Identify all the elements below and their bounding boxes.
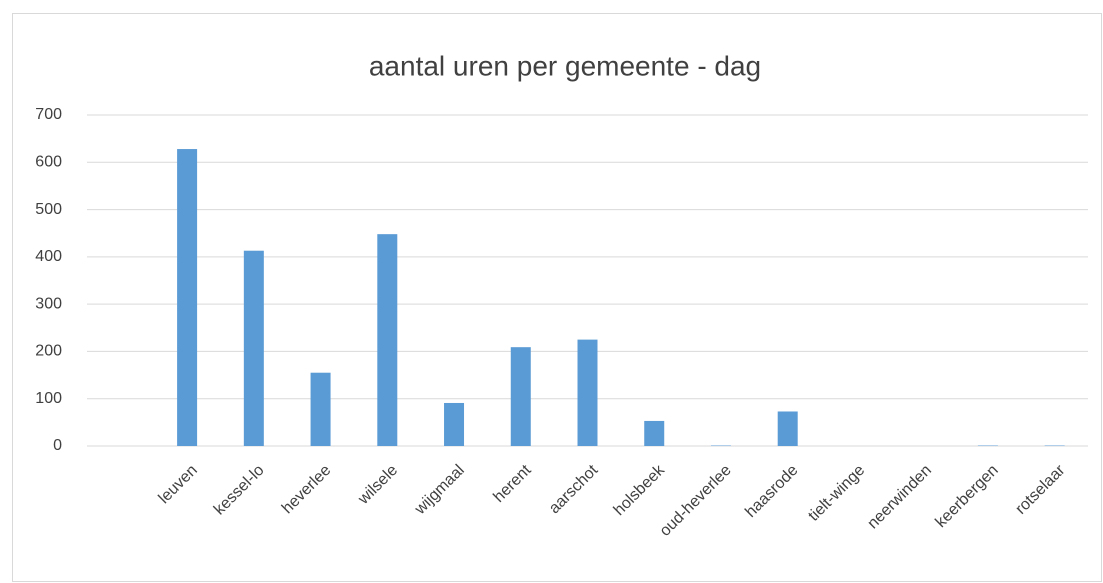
chart-title: aantal uren per gemeente - dag [369, 50, 761, 81]
y-tick-label: 100 [35, 390, 62, 407]
y-tick-label: 300 [35, 295, 62, 312]
bar [377, 234, 398, 446]
y-tick-label: 600 [35, 154, 62, 171]
bar [510, 347, 531, 446]
bar [310, 372, 331, 446]
bar [777, 411, 798, 446]
bar [644, 420, 665, 446]
y-tick-label: 0 [53, 437, 62, 454]
bar [177, 149, 198, 446]
y-tick-label: 700 [35, 106, 62, 123]
bar [444, 402, 465, 446]
y-tick-label: 200 [35, 343, 62, 360]
y-tick-label: 400 [35, 248, 62, 265]
bar [577, 339, 598, 446]
y-tick-label: 500 [35, 201, 62, 218]
bar [243, 250, 264, 446]
